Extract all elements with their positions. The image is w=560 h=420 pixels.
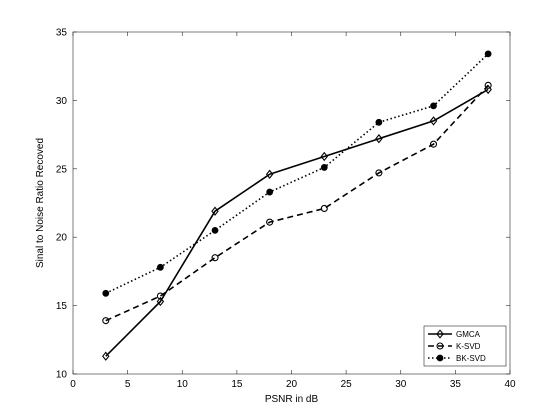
data-point-bk-svd bbox=[484, 50, 492, 58]
axes-layer: 0 5 10 15 20 25 30 35 40 10 15 20 25 30 35 PSNR in dB Si… bbox=[35, 28, 516, 406]
data-point-gmca bbox=[265, 169, 274, 179]
series-line-gmca bbox=[105, 88, 489, 357]
data-point-bk-svd bbox=[156, 263, 164, 271]
data-point-gmca bbox=[429, 116, 438, 126]
legend-marker-k-svd bbox=[436, 342, 444, 350]
y-tick-label: 15 bbox=[56, 301, 68, 312]
legend-label-bk-svd: BK-SVD bbox=[456, 354, 486, 363]
legend-marker-gmca bbox=[436, 329, 444, 339]
legend-label-k-svd: K-SVD bbox=[456, 342, 481, 351]
series-line-bk-svd bbox=[105, 53, 489, 295]
series-line-k-svd bbox=[105, 84, 489, 322]
x-tick-label: 5 bbox=[125, 379, 131, 390]
legend-label-gmca: GMCA bbox=[456, 330, 481, 339]
data-point-gmca bbox=[102, 351, 110, 361]
data-point-k-svd bbox=[375, 169, 383, 177]
data-point-gmca bbox=[320, 151, 329, 162]
data-point-k-svd bbox=[320, 204, 328, 213]
x-axis-label: PSNR in dB bbox=[265, 394, 319, 405]
x-tick-label: 30 bbox=[395, 379, 407, 390]
x-tick-label: 35 bbox=[450, 379, 462, 390]
data-point-k-svd bbox=[484, 81, 492, 89]
y-axis-label: Sinal to Noise Ratio Recoved bbox=[35, 138, 46, 268]
x-tick-label: 10 bbox=[177, 379, 189, 390]
y-tick-label: 20 bbox=[56, 233, 68, 244]
x-tick-label: 20 bbox=[286, 379, 298, 390]
data-point-bk-svd bbox=[211, 226, 219, 234]
x-tick-label: 25 bbox=[341, 379, 353, 390]
y-tick-label: 35 bbox=[56, 28, 68, 39]
data-point-bk-svd bbox=[430, 102, 437, 110]
data-point-bk-svd bbox=[266, 188, 274, 196]
data-point-gmca bbox=[211, 206, 219, 216]
data-point-bk-svd bbox=[375, 118, 383, 126]
data-point-k-svd bbox=[211, 254, 219, 262]
y-tick-label: 30 bbox=[56, 96, 68, 107]
y-tick-label: 10 bbox=[56, 370, 68, 381]
legend: GMCA K-SVD BK-SVD bbox=[423, 325, 507, 367]
data-point-bk-svd bbox=[320, 164, 328, 171]
data-point-k-svd bbox=[156, 292, 164, 300]
data-point-k-svd bbox=[102, 317, 110, 325]
x-tick-label: 40 bbox=[504, 379, 516, 390]
x-tick-label: 15 bbox=[231, 379, 243, 390]
data-point-gmca bbox=[156, 296, 165, 307]
data-point-bk-svd bbox=[102, 289, 110, 297]
data-point-gmca bbox=[375, 134, 383, 144]
legend-marker-bk-svd bbox=[436, 354, 444, 362]
x-tick-label: 0 bbox=[70, 379, 76, 390]
plot-layer bbox=[102, 50, 492, 361]
data-point-k-svd bbox=[266, 218, 274, 226]
data-point-k-svd bbox=[429, 140, 438, 148]
y-tick-label: 25 bbox=[56, 164, 68, 175]
